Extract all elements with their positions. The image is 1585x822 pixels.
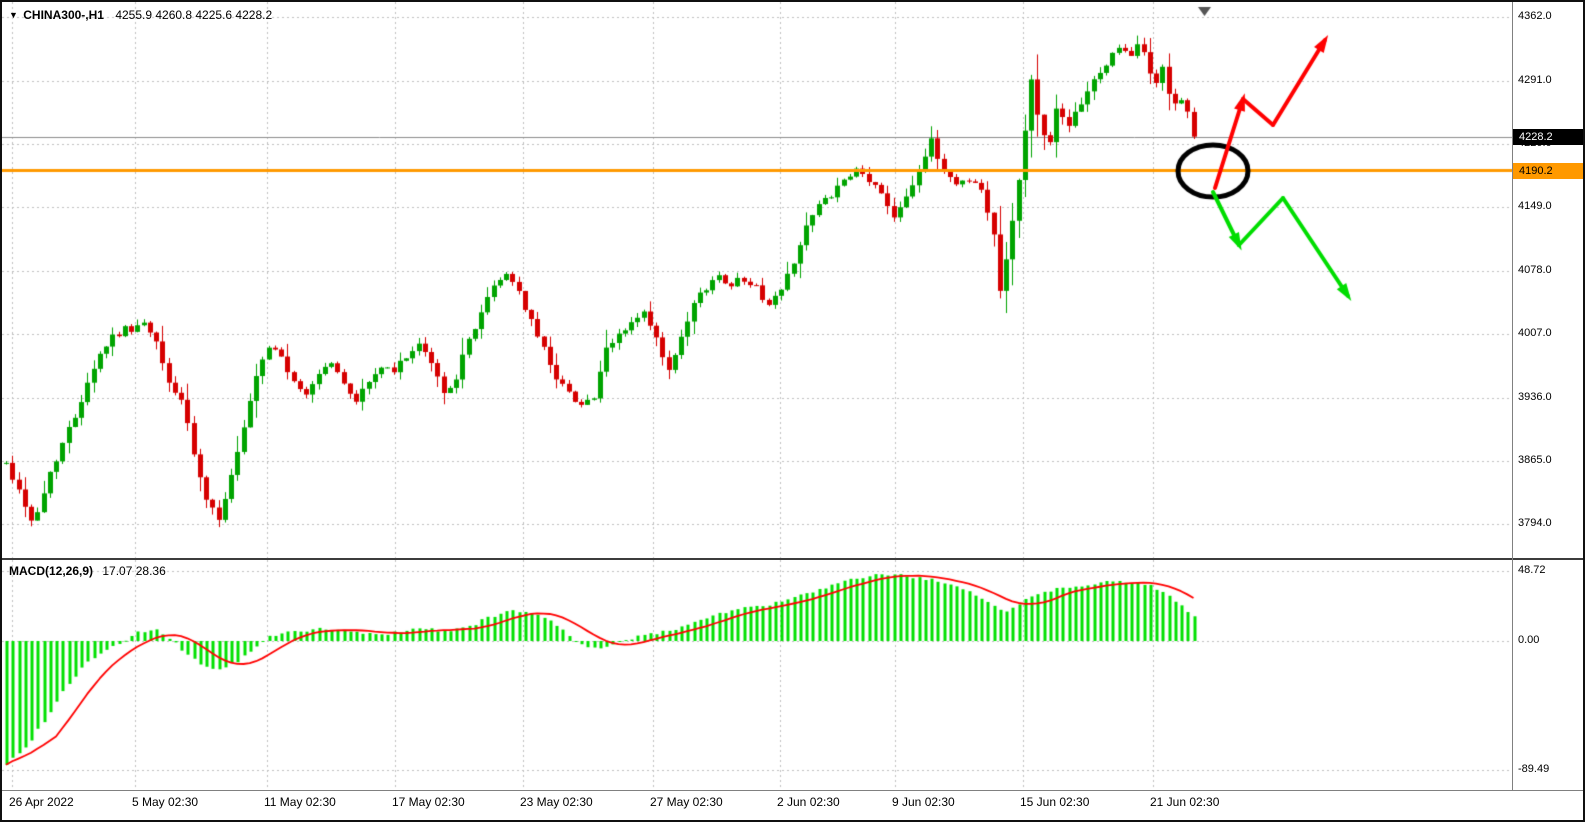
time-tick-label: 26 Apr 2022: [9, 795, 74, 809]
price-tick-label: 4291.0: [1518, 74, 1552, 86]
time-axis-separator: [2, 790, 1583, 791]
symbol-timeframe-label: CHINA300-,H1: [23, 8, 104, 22]
macd-indicator-canvas[interactable]: [2, 560, 1512, 790]
time-tick-label: 5 May 02:30: [132, 795, 199, 809]
ohlc-values: 4255.9 4260.8 4225.6 4228.2: [115, 8, 273, 22]
pane-separator[interactable]: [2, 558, 1583, 560]
macd-header: MACD(12,26,9) 17.07 28.36: [9, 564, 166, 578]
time-tick-label: 11 May 02:30: [264, 795, 336, 809]
macd-tick-label: -89.49: [1518, 763, 1550, 775]
price-tick-label: 3865.0: [1518, 454, 1552, 466]
price-tick-label: 3936.0: [1518, 391, 1552, 403]
macd-label: MACD(12,26,9): [9, 564, 94, 578]
price-axis-separator: [1512, 2, 1513, 790]
time-tick-label: 15 Jun 02:30: [1020, 795, 1090, 809]
chart-header: ▼ CHINA300-,H1 4255.9 4260.8 4225.6 4228…: [9, 8, 272, 22]
hline-price-tag: 4190.2: [1513, 163, 1583, 179]
price-tick-label: 4362.0: [1518, 10, 1552, 22]
price-tick-label: 3794.0: [1518, 517, 1552, 529]
time-tick-label: 23 May 02:30: [520, 795, 593, 809]
macd-values: 17.07 28.36: [102, 564, 166, 578]
time-tick-label: 17 May 02:30: [392, 795, 465, 809]
time-tick-label: 9 Jun 02:30: [892, 795, 955, 809]
price-tick-label: 4078.0: [1518, 264, 1552, 276]
price-tick-label: 4149.0: [1518, 200, 1552, 212]
time-tick-label: 2 Jun 02:30: [777, 795, 840, 809]
price-chart-canvas[interactable]: [2, 2, 1512, 558]
macd-tick-label: 0.00: [1518, 634, 1540, 646]
current-price-tag: 4228.2: [1513, 129, 1583, 145]
symbol-dropdown-icon[interactable]: ▼: [9, 10, 18, 20]
macd-tick-label: 48.72: [1518, 564, 1546, 576]
time-tick-label: 21 Jun 02:30: [1150, 795, 1220, 809]
time-tick-label: 27 May 02:30: [650, 795, 723, 809]
price-tick-label: 4007.0: [1518, 327, 1552, 339]
